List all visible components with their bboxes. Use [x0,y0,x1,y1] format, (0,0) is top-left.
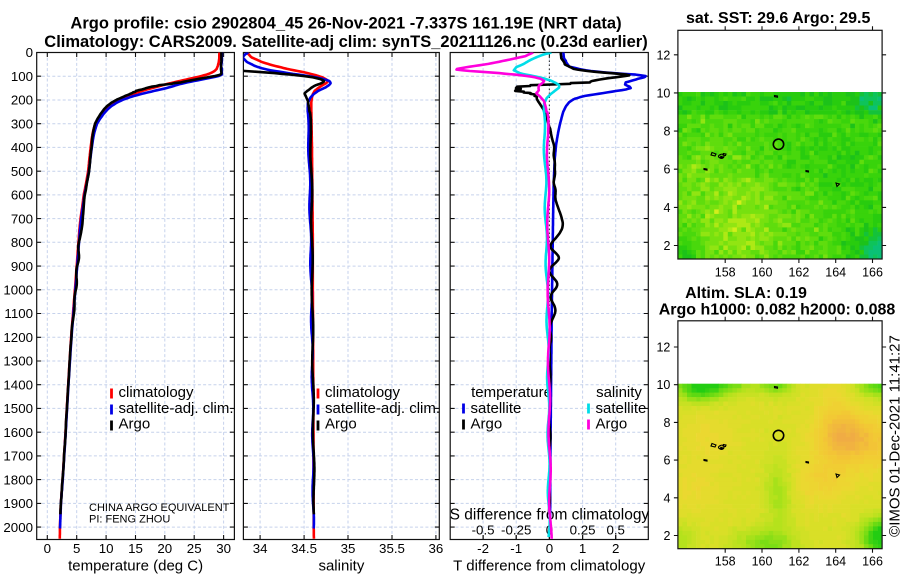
svg-text:salinity: salinity [596,384,642,401]
svg-text:salinity: salinity [318,558,364,575]
svg-text:satellite: satellite [471,400,522,417]
svg-text:400: 400 [11,140,33,155]
svg-text:164: 164 [825,555,846,569]
svg-text:164: 164 [825,266,846,280]
svg-text:34.5: 34.5 [291,541,317,556]
svg-text:-1: -1 [510,541,522,556]
svg-text:satellite: satellite [596,400,647,417]
svg-text:T difference from climatology: T difference from climatology [453,558,646,575]
svg-text:12: 12 [656,341,670,355]
svg-text:158: 158 [715,555,736,569]
svg-text:166: 166 [862,266,883,280]
svg-text:2: 2 [663,529,670,543]
svg-text:6: 6 [663,163,670,177]
svg-text:Argo: Argo [596,416,628,433]
svg-text:30: 30 [216,541,231,556]
svg-text:Altim. SLA: 0.19: Altim. SLA: 0.19 [685,285,807,302]
svg-text:34: 34 [253,541,268,556]
svg-text:162: 162 [788,266,809,280]
svg-text:6: 6 [663,454,670,468]
svg-text:12: 12 [656,48,670,62]
svg-text:200: 200 [11,93,33,108]
svg-text:2: 2 [612,541,619,556]
svg-text:1000: 1000 [3,283,33,298]
svg-text:600: 600 [11,188,33,203]
svg-text:Argo: Argo [471,416,503,433]
svg-text:500: 500 [11,164,33,179]
svg-text:158: 158 [715,266,736,280]
svg-text:1800: 1800 [3,472,33,487]
svg-text:8: 8 [663,125,670,139]
svg-text:2000: 2000 [3,520,33,535]
svg-text:CHINA ARGO EQUIVALENT: CHINA ARGO EQUIVALENT [89,502,230,514]
svg-text:sat. SST: 29.6 Argo: 29.5: sat. SST: 29.6 Argo: 29.5 [686,10,870,27]
svg-text:35: 35 [341,541,356,556]
svg-text:climatology: climatology [119,384,195,401]
svg-text:900: 900 [11,259,33,274]
svg-text:2: 2 [663,239,670,253]
svg-text:166: 166 [862,555,883,569]
svg-text:4: 4 [663,491,670,505]
svg-text:satellite-adj. clim.: satellite-adj. clim. [325,400,440,417]
svg-text:160: 160 [752,266,773,280]
svg-text:10: 10 [656,86,670,100]
svg-text:satellite-adj. clim.: satellite-adj. clim. [119,400,234,417]
svg-text:700: 700 [11,211,33,226]
svg-text:20: 20 [157,541,172,556]
svg-text:10: 10 [99,541,114,556]
svg-text:temperature: temperature [471,384,552,401]
svg-text:©IMOS 01-Dec-2021 11:41:27: ©IMOS 01-Dec-2021 11:41:27 [887,335,900,537]
svg-text:800: 800 [11,235,33,250]
svg-text:1100: 1100 [4,306,33,321]
svg-text:Argo profile: csio 2902804_45: Argo profile: csio 2902804_45 26-Nov-202… [70,15,621,33]
svg-text:1900: 1900 [3,496,33,511]
svg-text:160: 160 [752,555,773,569]
svg-text:5: 5 [73,541,80,556]
svg-text:1600: 1600 [3,425,33,440]
svg-text:4: 4 [663,201,670,215]
svg-text:10: 10 [656,378,670,392]
svg-text:300: 300 [11,116,33,131]
svg-text:Climatology: CARS2009. Satelli: Climatology: CARS2009. Satellite-adj cli… [44,33,647,51]
svg-text:1300: 1300 [3,354,33,369]
svg-text:1700: 1700 [3,449,33,464]
svg-text:1400: 1400 [3,377,33,392]
svg-text:162: 162 [788,555,809,569]
svg-text:temperature (deg C): temperature (deg C) [68,558,203,575]
svg-text:1500: 1500 [3,401,33,416]
svg-text:35.5: 35.5 [379,541,405,556]
svg-text:PI: FENG ZHOU: PI: FENG ZHOU [89,513,170,525]
svg-text:25: 25 [187,541,202,556]
svg-text:0: 0 [546,541,553,556]
svg-text:15: 15 [128,541,143,556]
svg-text:0: 0 [26,45,33,60]
svg-text:0: 0 [44,541,51,556]
svg-text:8: 8 [663,416,670,430]
svg-text:Argo h1000: 0.082 h2000: 0.088: Argo h1000: 0.082 h2000: 0.088 [659,302,896,319]
svg-text:climatology: climatology [325,384,401,401]
svg-text:100: 100 [11,69,33,84]
svg-text:36: 36 [429,541,444,556]
svg-text:Argo: Argo [325,416,357,433]
svg-text:-2: -2 [477,541,489,556]
svg-text:Argo: Argo [119,416,151,433]
svg-text:1: 1 [579,541,586,556]
svg-text:1200: 1200 [3,330,33,345]
